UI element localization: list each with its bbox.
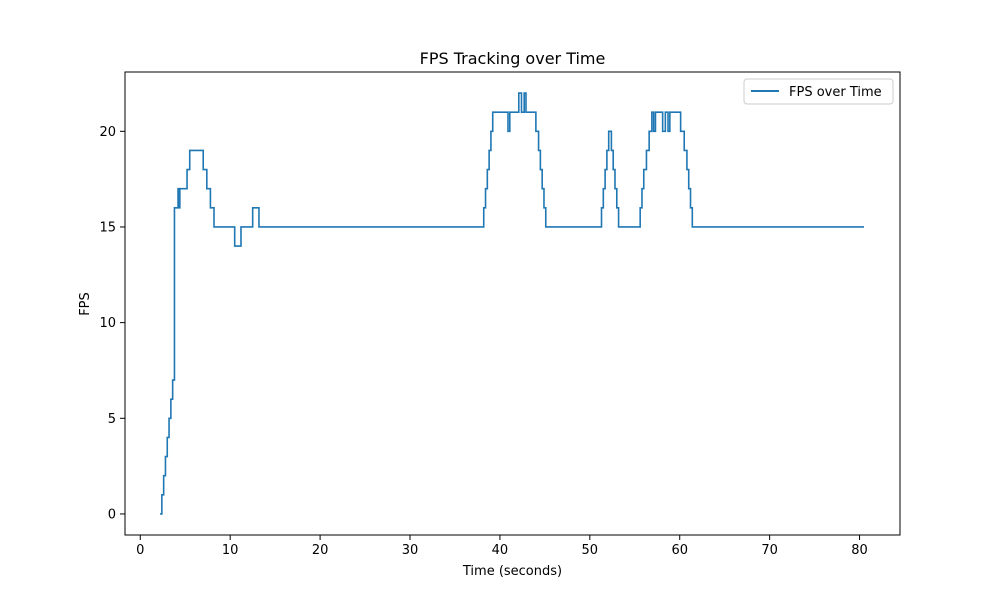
y-ticks: 0 5 10 15 20 [99,125,125,522]
y-tick-label: 15 [99,220,116,235]
x-tick-label: 30 [402,543,419,558]
x-tick-label: 0 [136,543,144,558]
y-tick-label: 20 [99,125,116,140]
x-tick-label: 80 [851,543,868,558]
plot-area [125,72,900,535]
x-tick-label: 50 [582,543,599,558]
x-tick-label: 60 [671,543,688,558]
legend-box [743,78,894,105]
y-tick-label: 0 [108,507,116,522]
y-axis-label: FPS [78,292,93,316]
x-tick-label: 20 [312,543,329,558]
x-tick-label: 10 [222,543,239,558]
x-tick-label: 40 [492,543,509,558]
y-tick-label: 10 [99,316,116,331]
plot-frame [124,71,901,536]
chart-title: FPS Tracking over Time [420,49,606,68]
legend-label: FPS over Time [789,85,882,100]
legend: FPS over Time [743,78,894,105]
series-layer [160,92,865,515]
x-ticks: 0 10 20 30 40 50 60 70 80 [136,535,868,558]
x-tick-label: 70 [761,543,778,558]
y-tick-label: 5 [108,412,116,427]
x-axis-label: Time (seconds) [462,564,562,579]
series-line-fps [160,92,865,515]
